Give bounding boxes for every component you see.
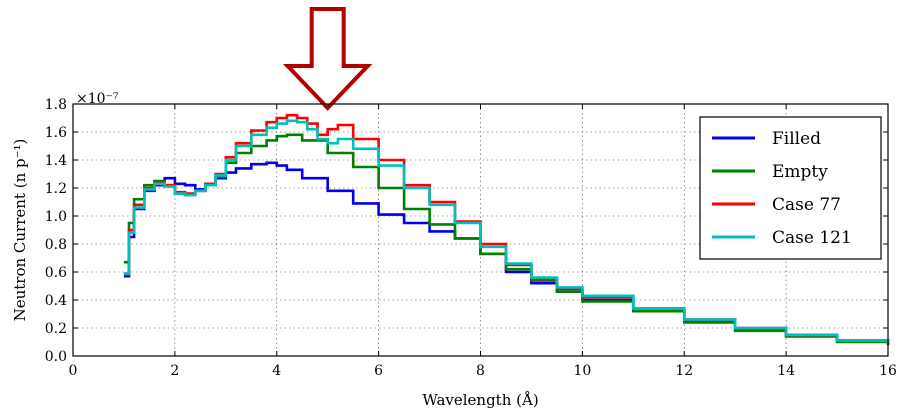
y-tick-label: 0.8 bbox=[45, 237, 67, 253]
legend-label: Case 77 bbox=[772, 195, 841, 215]
y-tick-label: 1.2 bbox=[45, 181, 67, 197]
series-layer bbox=[123, 113, 890, 345]
tick-layer: 0 2 4 6 8 10 12 14 16 0.0 0.2 0.4 0.6 0.8 1.0 1.2 1.4 1.6… bbox=[45, 97, 897, 379]
legend: Filled Empty Case 77 Case 121 bbox=[699, 116, 882, 260]
arrow-annotation-icon bbox=[283, 7, 373, 111]
y-tick-label: 0.0 bbox=[45, 349, 67, 365]
x-tick-label: 12 bbox=[675, 363, 693, 379]
x-tick-label: 6 bbox=[374, 363, 383, 379]
y-tick-label: 0.6 bbox=[45, 265, 67, 281]
y-multiplier-label: ×10⁻⁷ bbox=[76, 91, 119, 107]
x-tick-label: 16 bbox=[879, 363, 897, 379]
x-tick-label: 14 bbox=[777, 363, 795, 379]
legend-label: Filled bbox=[772, 129, 821, 149]
y-tick-label: 1.6 bbox=[45, 125, 67, 141]
legend-box bbox=[699, 116, 882, 260]
y-tick-label: 1.0 bbox=[45, 209, 67, 225]
x-axis-label: Wavelength (Å) bbox=[422, 391, 538, 409]
x-tick-label: 0 bbox=[69, 363, 78, 379]
legend-label: Empty bbox=[772, 162, 828, 182]
y-tick-label: 1.8 bbox=[45, 97, 67, 113]
x-tick-label: 10 bbox=[573, 363, 591, 379]
legend-label: Case 121 bbox=[772, 228, 852, 248]
series-line-filled bbox=[123, 161, 890, 345]
series-line-case-121 bbox=[123, 119, 890, 344]
x-tick-label: 8 bbox=[476, 363, 485, 379]
x-tick-label: 4 bbox=[272, 363, 281, 379]
y-axis-label: Neutron Current (n p⁻¹) bbox=[11, 139, 29, 322]
x-tick-label: 2 bbox=[170, 363, 179, 379]
plot-frame bbox=[72, 103, 889, 357]
y-tick-label: 1.4 bbox=[45, 153, 67, 169]
y-tick-label: 0.2 bbox=[45, 321, 67, 337]
y-tick-label: 0.4 bbox=[45, 293, 67, 309]
